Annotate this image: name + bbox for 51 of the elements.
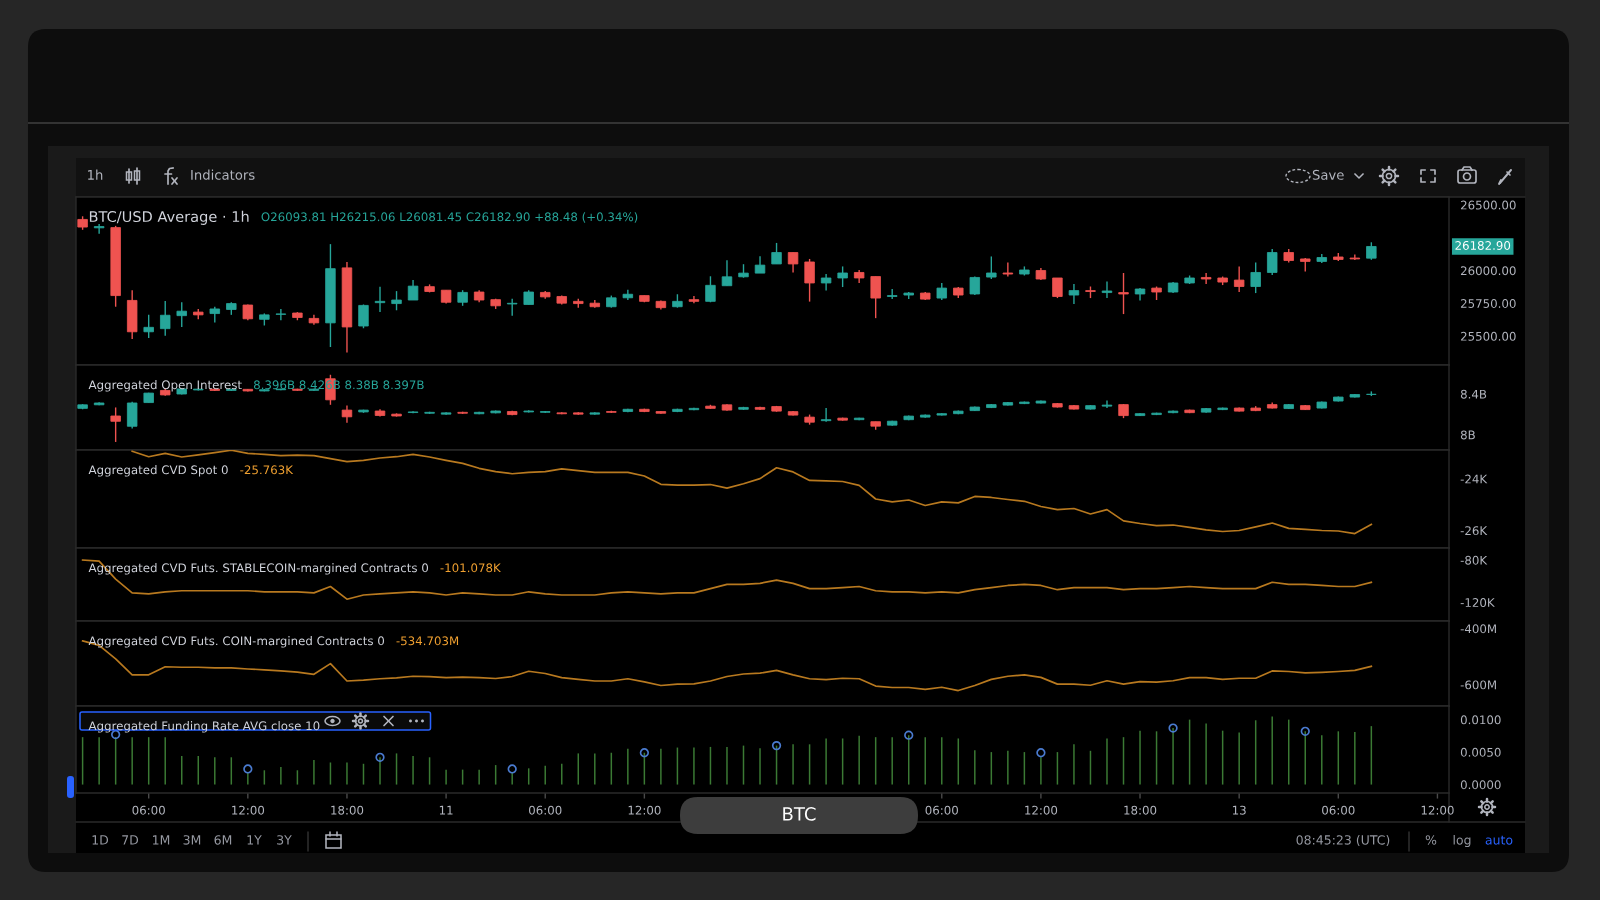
annotation: O26093.81 H26215.06 L26081.45 C26182.90 +88.48 (+0.34%) xyxy=(261,212,638,223)
x-tick-label: 18:00 xyxy=(1124,805,1157,815)
text: Save xyxy=(1312,169,1344,180)
y-tick-label: 8B xyxy=(1460,430,1475,440)
y-tick-label: 26000.00 xyxy=(1460,266,1516,276)
x-tick-label: 12:00 xyxy=(628,805,661,815)
x-tick-label: 06:00 xyxy=(1322,805,1355,815)
x-tick-label: 06:00 xyxy=(132,805,165,815)
text: 08:45:23 (UTC) xyxy=(1296,834,1390,847)
text: Aggregated Open Interest xyxy=(88,380,242,392)
text: 1h xyxy=(88,169,103,180)
x-tick-label: 06:00 xyxy=(925,805,958,815)
text: 3M xyxy=(183,835,201,845)
text: BTC/USD Average · 1h xyxy=(89,210,249,225)
text: 7D xyxy=(122,835,139,845)
text: % xyxy=(1425,835,1437,845)
y-tick-label: -400M xyxy=(1460,624,1496,634)
y-tick-label: 0.0050 xyxy=(1460,747,1501,757)
text: auto xyxy=(1485,835,1513,845)
text: 26182.90 xyxy=(1455,240,1511,250)
y-tick-label: -80K xyxy=(1460,555,1488,565)
y-tick-label: -120K xyxy=(1460,598,1495,608)
x-tick-label: 06:00 xyxy=(529,805,562,815)
text: BTC xyxy=(783,807,816,821)
text: 1D xyxy=(92,835,109,845)
text: Aggregated CVD Spot 0 xyxy=(88,465,228,477)
y-tick-label: 26500.00 xyxy=(1460,200,1516,210)
y-tick-label: -24K xyxy=(1460,474,1488,484)
y-tick-label: -26K xyxy=(1460,526,1488,536)
x-tick-label: 12:00 xyxy=(232,805,265,815)
x-tick-label: 13 xyxy=(1232,805,1246,815)
text: 1M xyxy=(153,835,170,845)
annotation: -534.703M xyxy=(396,636,459,646)
y-tick-label: 0.0000 xyxy=(1460,780,1501,790)
x-tick-label: 11 xyxy=(439,805,453,815)
y-tick-label: 25500.00 xyxy=(1460,331,1516,341)
y-tick-label: 8.4B xyxy=(1460,389,1487,399)
x-tick-label: 12:00 xyxy=(1421,805,1454,815)
x-tick-label: 18:00 xyxy=(331,805,364,815)
y-tick-label: 25750.00 xyxy=(1460,299,1516,308)
annotation: -25.763K xyxy=(240,465,294,475)
text: 3Y xyxy=(277,835,292,845)
x-tick-label: 12:00 xyxy=(1025,805,1058,815)
text: Aggregated CVD Futs. COIN-margined Contracts 0 xyxy=(88,636,385,648)
text: Indicators xyxy=(191,169,255,180)
text: 1Y xyxy=(247,835,262,845)
y-tick-label: -600M xyxy=(1460,680,1496,690)
text: 6M xyxy=(214,835,232,845)
y-tick-label: 0.0100 xyxy=(1460,715,1501,725)
annotation: -101.078K xyxy=(440,563,501,573)
text: log xyxy=(1453,834,1471,848)
